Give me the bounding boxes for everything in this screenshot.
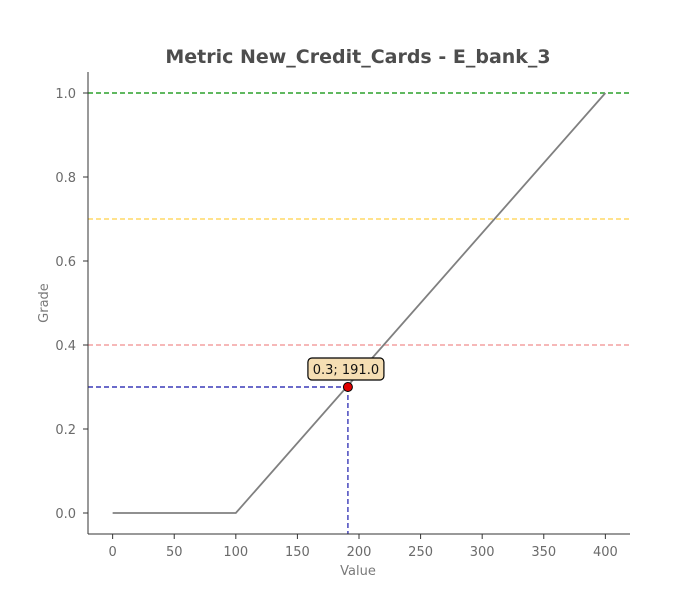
y-tick-label: 0.2	[55, 423, 76, 438]
y-axis-ticks: 0.0 0.2 0.4 0.6 0.8 1.0	[55, 87, 88, 522]
y-tick-label: 0.0	[55, 507, 76, 522]
x-tick-label: 200	[347, 545, 372, 560]
y-tick-label: 0.6	[55, 255, 76, 270]
x-tick-label: 50	[166, 545, 183, 560]
x-tick-label: 0	[108, 545, 116, 560]
axes	[87, 72, 630, 535]
annotation-box	[307, 357, 385, 381]
x-tick-label: 150	[285, 545, 310, 560]
x-tick-label: 250	[408, 545, 433, 560]
x-tick-label: 350	[531, 545, 556, 560]
series-layer	[112, 92, 607, 514]
annotation-label: 0.3; 191.0	[313, 363, 379, 378]
x-tick-label: 400	[593, 545, 618, 560]
chart-title: Metric New_Credit_Cards - E_bank_3	[165, 46, 550, 68]
x-axis-label: Value	[340, 564, 376, 579]
y-tick-label: 0.8	[55, 171, 76, 186]
x-tick-label: 300	[470, 545, 495, 560]
grade-line-series-0	[112, 92, 607, 514]
y-tick-label: 1.0	[55, 87, 76, 102]
y-axis-label: Grade	[37, 283, 52, 323]
highlight-point-group: 0.3; 191.0	[307, 357, 385, 392]
threshold-lines	[88, 92, 630, 346]
x-tick-label: 100	[223, 545, 248, 560]
highlight-guides	[88, 386, 349, 534]
x-axis-ticks: 0 50 100 150 200 250 300 350 400	[108, 534, 618, 560]
highlight-marker	[342, 382, 353, 392]
y-tick-label: 0.4	[55, 339, 76, 354]
